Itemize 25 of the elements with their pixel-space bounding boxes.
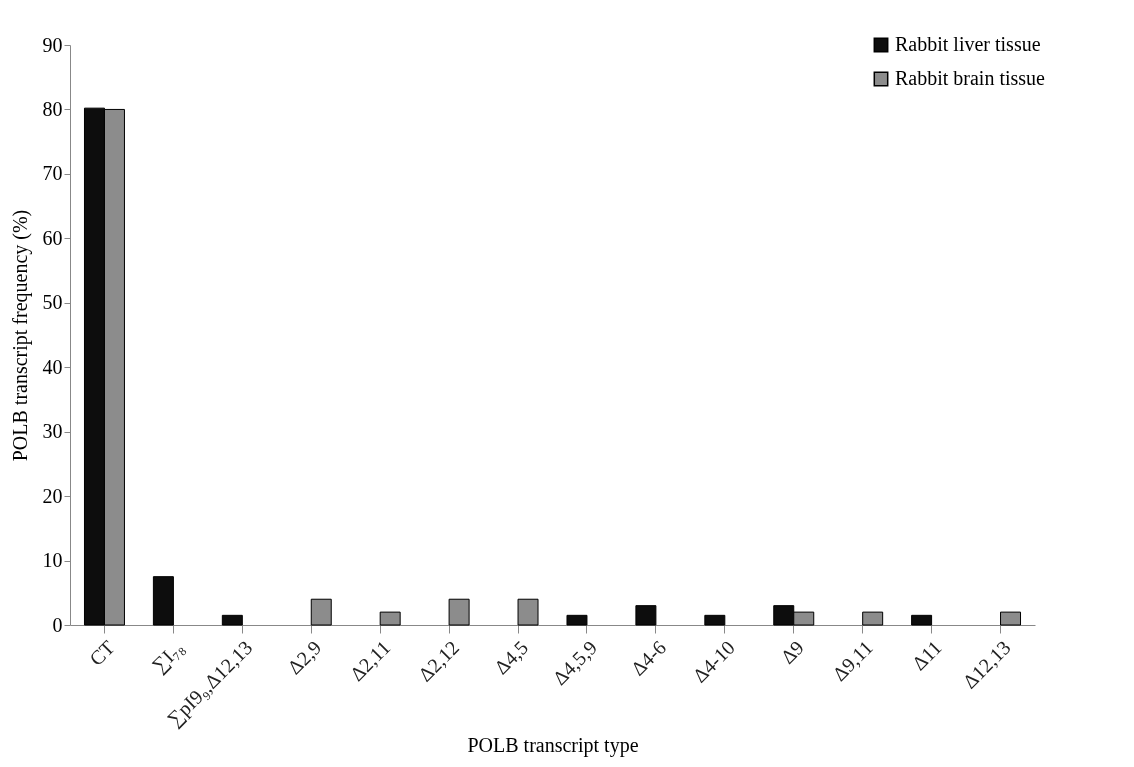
y-axis-title: POLB transcript frequency (%): [8, 209, 32, 462]
bar: [635, 605, 657, 626]
y-tick-label: 20: [42, 484, 63, 507]
x-tick-label: Δ2,9: [283, 636, 326, 679]
x-tick-label: Δ4,5: [489, 636, 533, 679]
bar: [704, 614, 726, 626]
y-tick-label: 50: [42, 291, 63, 314]
legend-label: Rabbit liver tissue: [895, 33, 1041, 55]
bar: [911, 614, 933, 626]
x-axis-title: POLB transcript type: [467, 733, 639, 757]
y-tick-label: 90: [42, 33, 63, 56]
y-tick-label: 0: [52, 613, 63, 636]
y-tick-label: 60: [42, 226, 63, 249]
y-tick-label: 10: [42, 549, 63, 572]
y-tick-label: 40: [42, 355, 63, 378]
x-tick-label: Δ9: [776, 636, 808, 668]
x-tick-label: CT: [84, 636, 119, 670]
y-tick-label: 80: [42, 97, 63, 120]
bar: [566, 614, 588, 626]
bar: [152, 576, 174, 626]
y-tick-label: 30: [42, 420, 63, 443]
legend-label: Rabbit brain tissue: [895, 67, 1046, 89]
x-tick-label: Δ11: [907, 636, 946, 675]
y-tick-label: 70: [42, 162, 63, 185]
bar: [221, 614, 243, 626]
